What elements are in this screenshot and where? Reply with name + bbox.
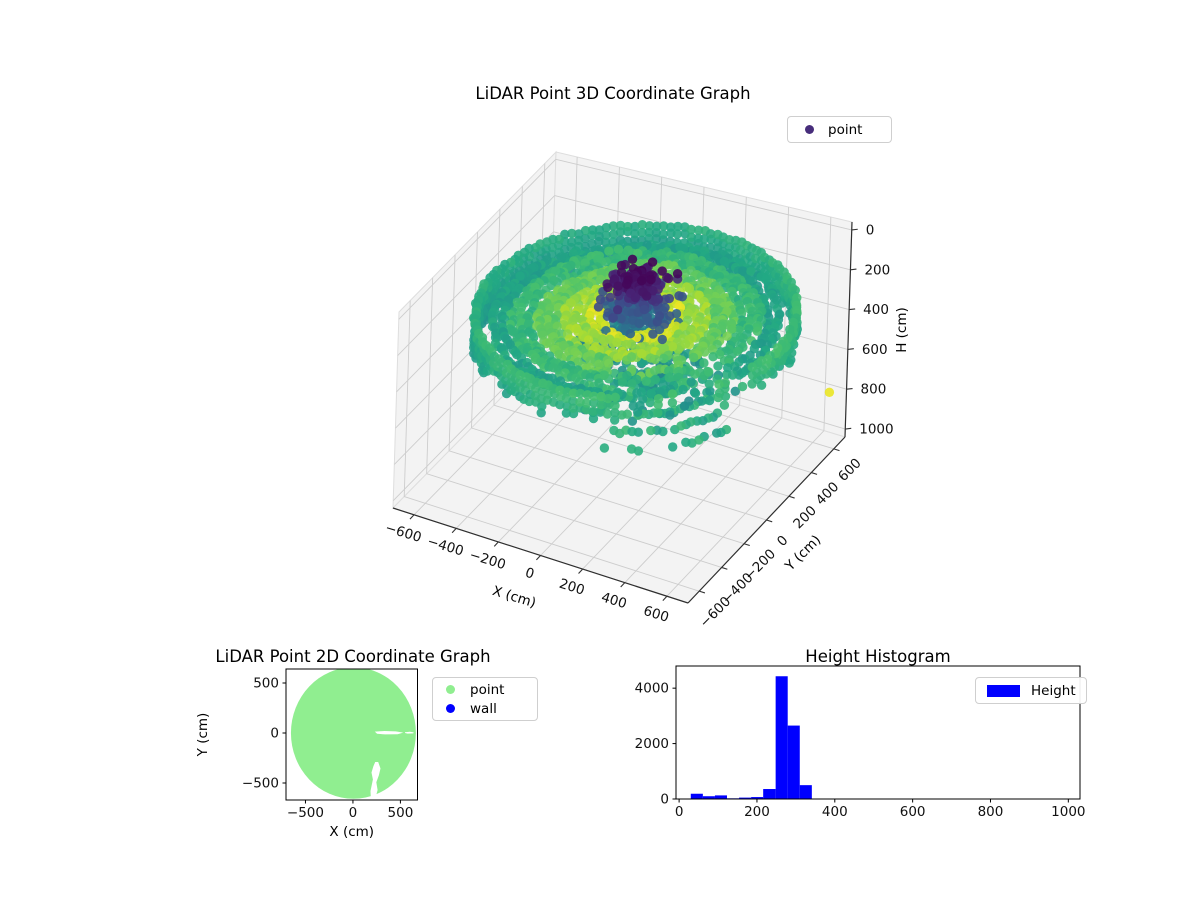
plot2d-points: [290, 669, 416, 800]
tick-label: 200: [790, 503, 820, 533]
tick-label: X (cm): [490, 583, 537, 611]
tick-label: 0: [774, 532, 791, 549]
legend-entry-wall: wall: [446, 701, 537, 717]
tick-label: 600: [835, 455, 865, 485]
y-axis-label: Y (cm): [195, 713, 211, 758]
tick-label: 600: [900, 804, 926, 820]
tick-label: 400: [599, 589, 628, 612]
tick-label: 500: [388, 805, 414, 821]
point-marker-icon: [446, 685, 455, 694]
scan-gap: [370, 762, 381, 800]
hist-bars: [690, 676, 812, 799]
hist: 0 200 400 600 800 1000 0 2000 4000: [635, 665, 1086, 820]
plot3d-point-cloud: [469, 220, 835, 456]
legend-label: point: [470, 681, 505, 698]
tick-label: 600: [862, 342, 888, 358]
hist-bar: [763, 789, 776, 799]
plot3d-legend: point: [787, 116, 892, 143]
tick-label: 800: [861, 382, 887, 398]
tick-label: −200: [741, 546, 779, 584]
tick-label: 600: [641, 603, 670, 626]
hist-legend: Height: [975, 677, 1087, 704]
legend-label: Height: [1031, 682, 1076, 699]
plot2d-legend: point wall: [432, 677, 538, 721]
plot3d-title: LiDAR Point 3D Coordinate Graph: [475, 84, 751, 103]
tick-label: 400: [863, 302, 889, 318]
plot3d-ticks: [409, 228, 858, 601]
tick-label: H (cm): [894, 307, 910, 353]
hist-tick-labels: 0 200 400 600 800 1000 0 2000 4000: [635, 681, 1086, 820]
plot2d-title: LiDAR Point 2D Coordinate Graph: [215, 647, 491, 666]
hist-bar: [799, 785, 812, 799]
tick-label: 400: [822, 804, 848, 820]
tick-label: 0: [675, 804, 684, 820]
height-swatch-icon: [987, 684, 1020, 697]
tick-label: −500: [242, 776, 279, 792]
tick-label: 1000: [859, 422, 893, 438]
tick-label: −500: [287, 805, 324, 821]
hist-bar: [775, 676, 788, 799]
tick-label: 0: [270, 726, 279, 742]
x-axis-label: X (cm): [329, 824, 374, 840]
hist-bar: [690, 793, 703, 799]
hist-title: Height Histogram: [805, 647, 951, 666]
tick-label: 0: [660, 792, 669, 808]
legend-entry-point: point: [446, 682, 537, 698]
hist-bar: [787, 725, 800, 799]
tick-label: −400: [425, 533, 465, 559]
plot2d: −500 0 500 500 0 −500 X (cm) Y (cm): [195, 668, 418, 840]
tick-label: 400: [813, 479, 843, 509]
hist-bar: [714, 795, 727, 799]
tick-label: 800: [978, 804, 1004, 820]
tick-label: 0: [349, 805, 358, 821]
legend-label: wall: [470, 700, 497, 717]
legend-entry-height: Height: [987, 683, 1086, 699]
tick-label: −200: [467, 547, 507, 573]
tick-label: 0: [523, 565, 536, 583]
scan-gap: [405, 731, 414, 734]
tick-label: 4000: [635, 681, 669, 697]
hist-bar: [739, 797, 752, 799]
tick-label: 1000: [1051, 804, 1085, 820]
tick-label: 0: [866, 222, 875, 238]
tick-label: 2000: [635, 736, 669, 752]
tick-label: −600: [383, 520, 423, 546]
hist-bar: [751, 797, 764, 799]
point-marker-icon: [805, 125, 814, 134]
tick-label: 200: [744, 804, 770, 820]
scan-gap: [374, 731, 404, 735]
tick-label: 500: [253, 676, 279, 692]
tick-label: 200: [864, 262, 890, 278]
wall-marker-icon: [446, 704, 455, 713]
plot2d-tick-labels: −500 0 500 500 0 −500: [242, 676, 413, 822]
hist-bar: [702, 796, 715, 799]
tick-label: Y (cm): [781, 532, 824, 575]
legend-entry-point: point: [805, 122, 891, 138]
legend-label: point: [828, 121, 863, 138]
tick-label: 200: [557, 576, 586, 599]
